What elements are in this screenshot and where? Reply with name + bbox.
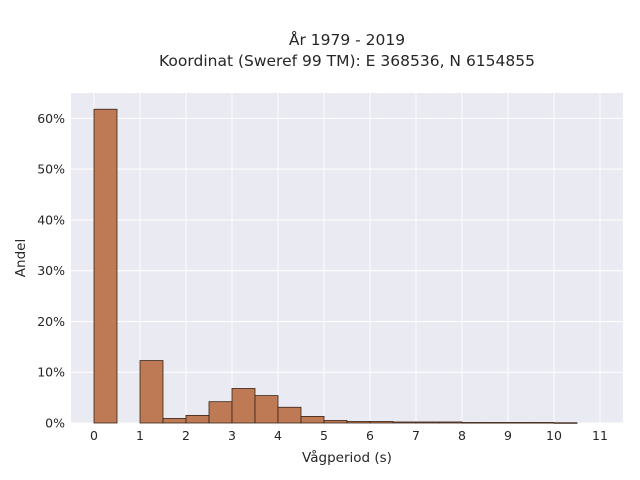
x-tick-label: 1	[136, 428, 144, 443]
x-axis-label: Vågperiod (s)	[302, 449, 392, 466]
x-tick-label: 9	[504, 428, 512, 443]
y-tick-label: 50%	[37, 162, 65, 177]
histogram-bar	[369, 421, 394, 424]
bars	[93, 108, 578, 424]
histogram-bar	[208, 401, 233, 424]
histogram-bar	[484, 422, 509, 424]
x-tick-label: 0	[90, 428, 98, 443]
histogram-bar	[254, 395, 279, 424]
histogram-bar	[461, 422, 486, 424]
histogram-bar	[346, 421, 371, 424]
x-tick-label: 2	[182, 428, 190, 443]
histogram-bar	[231, 388, 256, 424]
y-tick-label: 60%	[37, 111, 65, 126]
x-tick-label: 6	[366, 428, 374, 443]
x-tick-label: 3	[228, 428, 236, 443]
histogram-bar	[300, 415, 325, 424]
x-tick-label: 11	[592, 428, 608, 443]
histogram-bar	[507, 422, 532, 424]
histogram-bar	[162, 418, 187, 424]
histogram-bar	[323, 420, 348, 424]
histogram-bar	[530, 422, 555, 424]
chart-subtitle: Koordinat (Sweref 99 TM): E 368536, N 61…	[159, 52, 535, 70]
histogram-bar	[93, 108, 118, 424]
y-tick-label: 0%	[45, 416, 65, 431]
histogram-bar	[553, 422, 578, 424]
y-axis-label: Andel	[13, 239, 29, 277]
x-axis-ticks: 0 1 2 3 4 5 6 7 8 9 10 11	[90, 428, 608, 443]
histogram-bar	[139, 360, 164, 424]
histogram-bar	[277, 406, 302, 424]
histogram-bar	[438, 421, 463, 424]
grid-lines	[71, 93, 623, 424]
histogram-bar	[415, 421, 440, 424]
histogram-bar	[392, 421, 417, 424]
x-tick-label: 4	[274, 428, 282, 443]
x-tick-label: 10	[546, 428, 562, 443]
y-tick-label: 40%	[37, 212, 65, 227]
y-axis-ticks: 0% 10% 20% 30% 40% 50% 60%	[37, 111, 65, 431]
y-tick-label: 20%	[37, 314, 65, 329]
chart-title: År 1979 - 2019	[289, 30, 405, 49]
x-tick-label: 5	[320, 428, 328, 443]
y-tick-label: 10%	[37, 365, 65, 380]
x-tick-label: 7	[412, 428, 420, 443]
y-tick-label: 30%	[37, 263, 65, 278]
histogram-bar	[185, 414, 210, 424]
x-tick-label: 8	[458, 428, 466, 443]
